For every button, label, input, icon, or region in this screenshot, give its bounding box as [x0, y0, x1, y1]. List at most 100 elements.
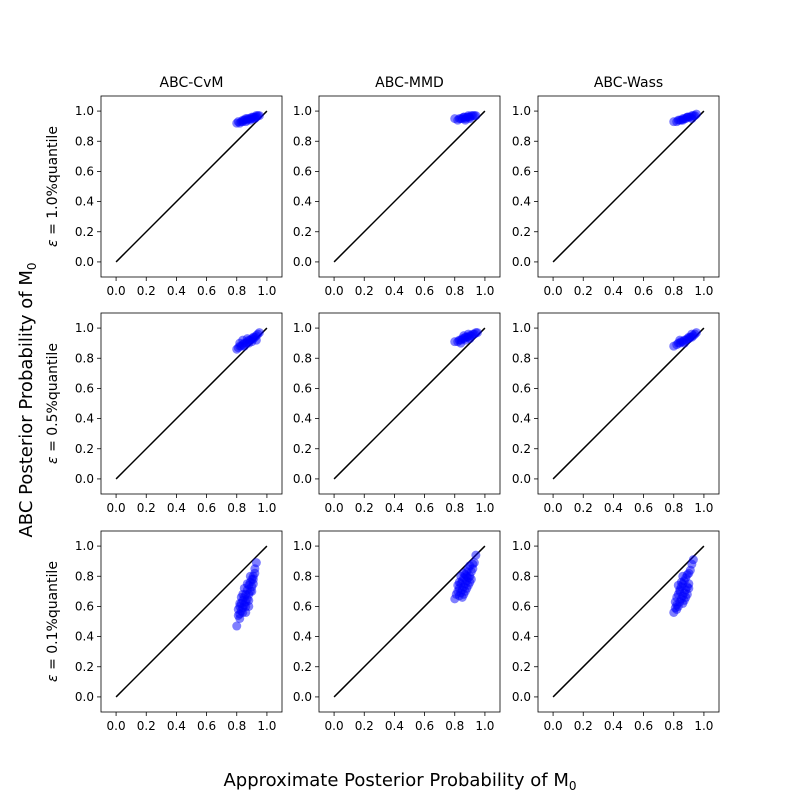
x-tick-label: 0.0 — [544, 719, 563, 733]
data-point — [454, 577, 464, 587]
row-label-value: 0.5%quantile — [45, 343, 61, 436]
y-tick-label: 0.8 — [75, 134, 94, 148]
y-tick-label: 0.2 — [75, 225, 94, 239]
y-tick-label: 1.0 — [75, 104, 94, 118]
x-tick-label: 1.0 — [257, 284, 276, 298]
y-tick-label: 0.8 — [512, 134, 531, 148]
x-tick-label: 0.4 — [604, 501, 623, 515]
y-tick-label: 0.0 — [293, 255, 312, 269]
x-tick-label: 1.0 — [694, 284, 713, 298]
row-label: ε = 0.5%quantile — [45, 343, 61, 464]
y-axis-label: ABC Posterior Probability of M0 — [16, 262, 39, 537]
y-tick-label: 0.0 — [512, 472, 531, 486]
y-tick-label: 0.8 — [512, 351, 531, 365]
data-point — [687, 114, 697, 124]
y-tick-label: 0.4 — [293, 412, 312, 426]
x-tick-label: 0.2 — [137, 501, 156, 515]
y-tick-label: 0.4 — [75, 630, 94, 644]
data-point — [672, 604, 682, 614]
scatter-panel: 0.0 0.2 0.4 0.6 0.8 1.0 0.0 0.2 0.4 0.6 0.8 1.0 — [75, 530, 283, 733]
row-label-prefix: ε = — [45, 219, 61, 247]
data-point — [238, 589, 248, 599]
panel-frame — [318, 312, 501, 495]
row-label-value: 1.0%quantile — [45, 126, 61, 219]
y-tick-label: 1.0 — [512, 104, 531, 118]
x-axis-label: Approximate Posterior Probability of M0 — [223, 770, 576, 793]
y-tick-label: 0.6 — [75, 599, 94, 613]
y-tick-label: 0.6 — [75, 381, 94, 395]
data-point — [248, 574, 258, 584]
y-tick-label: 0.0 — [75, 255, 94, 269]
data-point — [682, 589, 692, 599]
x-tick-label: 0.2 — [137, 719, 156, 733]
y-tick-label: 0.6 — [293, 164, 312, 178]
x-tick-label: 0.6 — [634, 284, 653, 298]
y-tick-label: 0.8 — [75, 569, 94, 583]
y-tick-label: 0.8 — [512, 569, 531, 583]
x-tick-label: 0.6 — [197, 719, 216, 733]
y-tick-label: 0.8 — [293, 134, 312, 148]
y-tick-label: 1.0 — [293, 321, 312, 335]
x-tick-label: 0.4 — [167, 719, 186, 733]
x-tick-label: 0.8 — [664, 501, 683, 515]
y-tick-label: 0.8 — [293, 351, 312, 365]
x-tick-label: 0.0 — [107, 501, 126, 515]
y-tick-label: 0.4 — [293, 195, 312, 209]
y-tick-label: 0.2 — [293, 660, 312, 674]
data-point — [468, 559, 478, 569]
data-point — [459, 589, 469, 599]
reference-line — [552, 545, 705, 698]
reference-line — [115, 110, 268, 263]
reference-line — [115, 545, 268, 698]
y-tick-label: 0.2 — [75, 442, 94, 456]
x-tick-label: 0.2 — [574, 501, 593, 515]
x-tick-label: 0.0 — [544, 284, 563, 298]
y-tick-label: 0.0 — [75, 690, 94, 704]
x-tick-label: 0.2 — [355, 284, 374, 298]
data-point — [688, 555, 698, 565]
x-tick-label: 1.0 — [475, 501, 494, 515]
x-tick-label: 0.4 — [385, 719, 404, 733]
data-point — [250, 114, 260, 124]
y-tick-label: 0.4 — [512, 195, 531, 209]
panel-frame — [100, 95, 283, 278]
row-label: ε = 0.1%quantile — [45, 561, 61, 682]
y-tick-label: 0.2 — [75, 660, 94, 674]
x-tick-label: 0.0 — [544, 501, 563, 515]
reference-line — [333, 110, 486, 263]
x-tick-label: 0.6 — [634, 719, 653, 733]
scatter-panel: 0.0 0.2 0.4 0.6 0.8 1.0 0.0 0.2 0.4 0.6 0.8 1.0 — [512, 530, 720, 733]
data-point — [235, 598, 245, 608]
x-tick-label: 0.6 — [197, 284, 216, 298]
column-titles: ABC-CvM ABC-MMD ABC-Wass — [160, 75, 664, 91]
x-tick-label: 0.2 — [574, 284, 593, 298]
scatter-panel: 0.0 0.2 0.4 0.6 0.8 1.0 0.0 0.2 0.4 0.6 0.8 1.0 — [293, 312, 501, 515]
x-tick-label: 1.0 — [257, 719, 276, 733]
scatter-panel: 0.0 0.2 0.4 0.6 0.8 1.0 0.0 0.2 0.4 0.6 0.8 1.0 — [293, 530, 501, 733]
y-tick-label: 0.0 — [512, 690, 531, 704]
x-tick-label: 1.0 — [475, 719, 494, 733]
reference-line — [333, 545, 486, 698]
y-tick-label: 1.0 — [293, 539, 312, 553]
panel-frame — [318, 530, 501, 713]
scatter-grid: 0.0 0.2 0.4 0.6 0.8 1.0 0.0 0.2 0.4 0.6 0.8 1.0 0.0 0… — [75, 95, 720, 733]
x-tick-label: 0.2 — [574, 719, 593, 733]
scatter-panel: 0.0 0.2 0.4 0.6 0.8 1.0 0.0 0.2 0.4 0.6 0.8 1.0 — [75, 95, 283, 298]
x-tick-label: 0.6 — [634, 501, 653, 515]
y-tick-label: 0.4 — [293, 630, 312, 644]
x-tick-label: 0.4 — [604, 284, 623, 298]
x-tick-label: 0.0 — [107, 719, 126, 733]
reference-line — [333, 327, 486, 480]
x-tick-label: 0.4 — [167, 284, 186, 298]
y-tick-label: 0.0 — [75, 472, 94, 486]
x-tick-label: 0.8 — [227, 284, 246, 298]
x-tick-label: 1.0 — [694, 719, 713, 733]
data-point — [251, 335, 261, 345]
y-tick-label: 0.4 — [75, 412, 94, 426]
row-label-value: 0.1%quantile — [45, 561, 61, 654]
row-label-prefix: ε = — [45, 654, 61, 682]
y-tick-label: 0.8 — [293, 569, 312, 583]
x-tick-label: 0.4 — [604, 719, 623, 733]
